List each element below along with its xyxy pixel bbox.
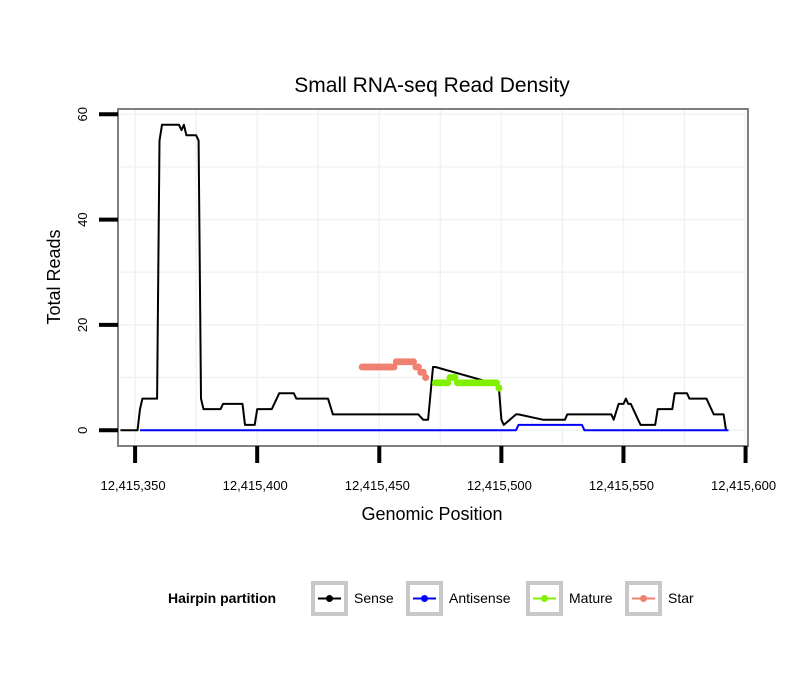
series-star bbox=[358, 358, 430, 382]
data-point-mature bbox=[451, 374, 459, 382]
series-layer bbox=[120, 123, 729, 432]
x-tick-label: 12,415,350 bbox=[101, 478, 166, 493]
legend-label-antisense: Antisense bbox=[449, 590, 511, 606]
legend-label-mature: Mature bbox=[569, 590, 613, 606]
legend-key-point bbox=[541, 595, 548, 602]
data-point-star bbox=[414, 363, 422, 371]
x-tick-label: 12,415,500 bbox=[467, 478, 532, 493]
y-tick-label: 0 bbox=[75, 427, 90, 434]
legend-label-star: Star bbox=[668, 590, 694, 606]
x-axis: 12,415,350 12,415,400 12,415,450 12,415,500… bbox=[101, 446, 776, 493]
legend-label-sense: Sense bbox=[354, 590, 394, 606]
y-axis-title: Total Reads bbox=[44, 229, 64, 324]
data-point-star bbox=[409, 358, 417, 366]
x-tick-label: 12,415,550 bbox=[589, 478, 654, 493]
legend-entry-mature: Mature bbox=[526, 581, 613, 616]
y-axis: 0 20 40 60 bbox=[75, 107, 118, 434]
data-point-mature bbox=[444, 379, 452, 387]
series-sense bbox=[120, 123, 727, 432]
plot-background bbox=[118, 109, 748, 446]
y-tick-label: 60 bbox=[75, 107, 90, 121]
data-point-mature bbox=[492, 379, 500, 387]
series-line-antisense bbox=[140, 423, 729, 432]
data-point-star bbox=[390, 363, 398, 371]
chart-title: Small RNA-seq Read Density bbox=[294, 74, 570, 97]
legend-key-point bbox=[421, 595, 428, 602]
legend-entry-antisense: Antisense bbox=[406, 581, 511, 616]
plot-border bbox=[117, 108, 749, 447]
series-antisense bbox=[140, 423, 729, 432]
x-tick-label: 12,415,600 bbox=[711, 478, 776, 493]
x-tick-label: 12,415,400 bbox=[223, 478, 288, 493]
data-point-mature bbox=[495, 384, 503, 392]
series-mature bbox=[431, 374, 503, 392]
legend-entry-star: Star bbox=[625, 581, 694, 616]
legend-key-point bbox=[326, 595, 333, 602]
legend-entry-sense: Sense bbox=[311, 581, 394, 616]
data-point-star bbox=[422, 374, 430, 382]
x-tick-label: 12,415,450 bbox=[345, 478, 410, 493]
y-tick-label: 20 bbox=[75, 318, 90, 332]
series-line-sense bbox=[120, 123, 727, 432]
legend: Hairpin partition Sense Antisense Mature St… bbox=[168, 581, 694, 616]
y-tick-label: 40 bbox=[75, 212, 90, 226]
data-point-star bbox=[419, 368, 427, 376]
x-axis-title: Genomic Position bbox=[361, 504, 502, 524]
legend-key-point bbox=[640, 595, 647, 602]
legend-title: Hairpin partition bbox=[168, 590, 276, 606]
